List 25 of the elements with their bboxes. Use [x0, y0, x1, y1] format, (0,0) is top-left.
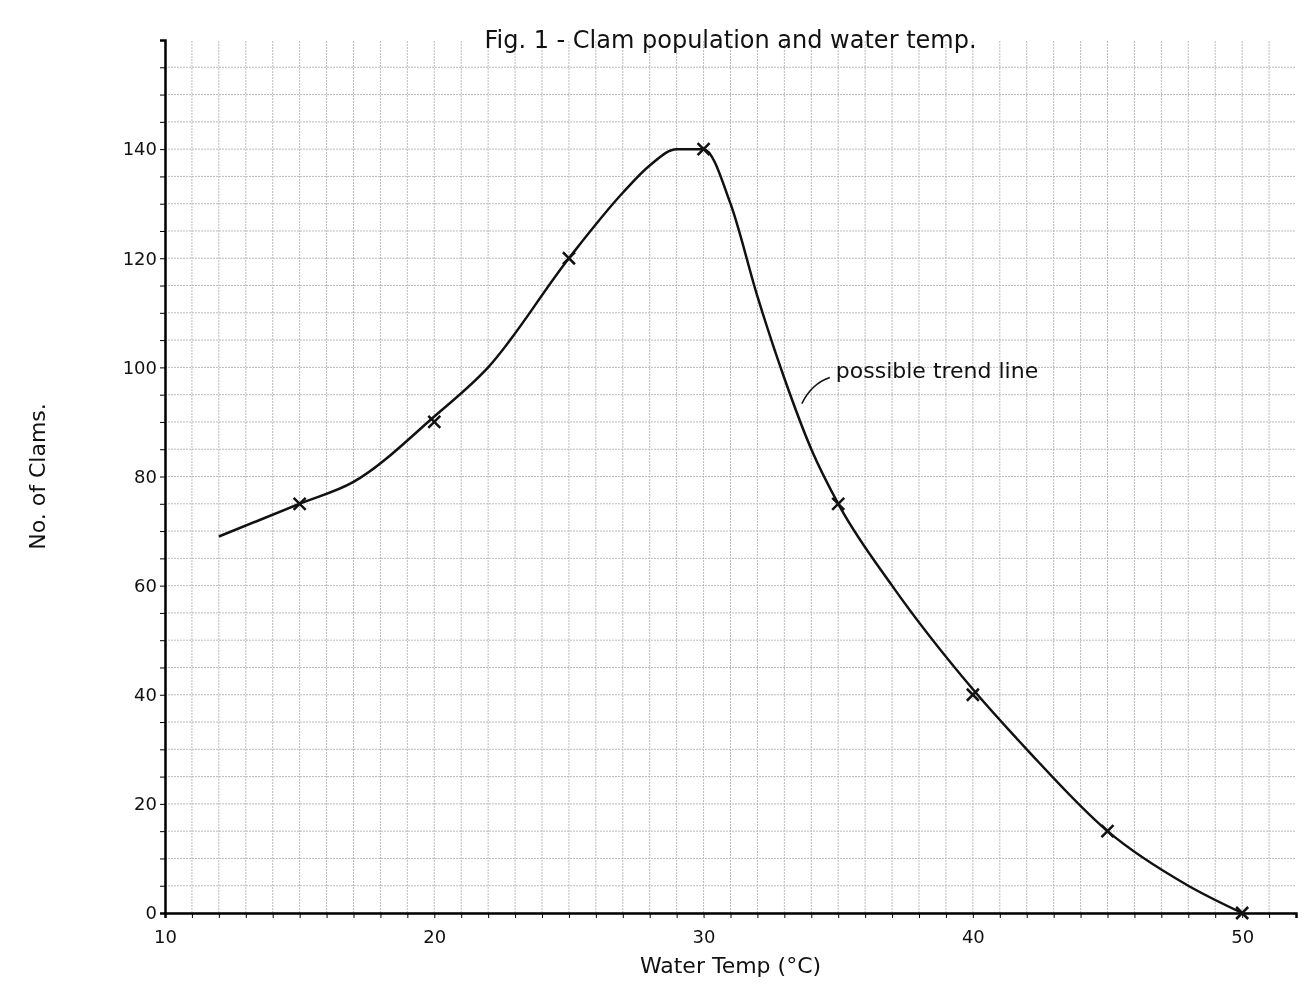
y-tick-label: 40: [134, 684, 157, 706]
point: [292, 496, 307, 512]
x-axis-title: Water Temp (°C): [639, 953, 822, 978]
y-axis-title: No. of Clams.: [25, 403, 50, 550]
point: [561, 251, 577, 266]
annotation: possible trend line: [835, 357, 1039, 383]
x-tick-label: 20: [423, 925, 447, 947]
y-tick-label: 80: [134, 465, 157, 487]
point: [1100, 823, 1115, 839]
point: [965, 687, 981, 702]
y-tick-label: 60: [134, 574, 157, 596]
chart-title: Fig. 1 - Clam population and water temp.: [484, 26, 977, 54]
y-tick-label: 120: [122, 247, 157, 269]
point: [696, 141, 711, 157]
y-tick-label: 0: [145, 902, 157, 924]
x-tick-label: 10: [154, 925, 177, 947]
point: [1234, 905, 1250, 921]
y-tick-label: 100: [122, 356, 157, 378]
x-tick-label: 40: [961, 925, 985, 947]
y-tick-label: 20: [134, 793, 157, 815]
x-tick-label: 50: [1231, 925, 1255, 947]
point: [830, 496, 846, 512]
point: [427, 414, 442, 430]
x-tick-label: 30: [692, 925, 716, 947]
y-tick-label: 140: [122, 138, 157, 160]
